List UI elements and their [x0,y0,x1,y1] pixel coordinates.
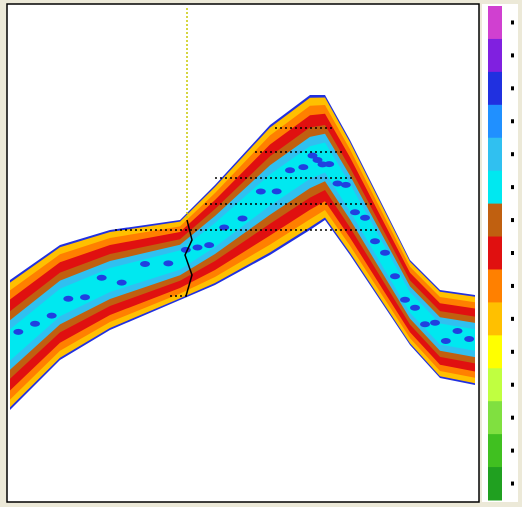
speckle [360,214,370,221]
band-layer [10,133,475,370]
speckle [285,167,295,174]
speckle [30,320,40,327]
colorbar-tick [511,382,514,387]
speckle [350,209,360,216]
colorbar-swatch [488,401,502,435]
speckle [324,161,335,168]
colorbar-tick [511,53,514,58]
colorbar-tick [511,86,514,91]
colorbar-swatch [488,71,502,106]
colorbar-tick [511,316,514,321]
colorbar-tick [511,152,514,157]
colorbar-swatch [488,38,502,73]
speckle [400,296,410,303]
colorbar-tick [511,251,514,255]
speckle [452,328,463,334]
speckle [332,180,343,187]
speckle [380,249,390,256]
colorbar-tick [511,349,514,354]
colorbar-tick [511,185,514,190]
speckle [219,224,230,231]
colorbar-swatch [488,269,502,303]
speckle [420,321,430,328]
colorbar-swatch [488,434,502,468]
speckle [440,338,451,344]
colorbar-swatch [488,368,502,402]
colorbar-swatch [488,6,502,40]
speckle [340,181,351,188]
colorbar-tick [511,119,514,124]
colorbar-tick [511,20,514,25]
speckle [255,188,266,195]
marker-curve [184,219,193,297]
speckle [271,188,282,195]
colorbar-swatch [488,467,502,501]
speckle [370,238,380,245]
colorbar-swatch [488,302,502,336]
speckle [163,260,174,267]
speckle [13,328,24,335]
speckle [237,215,248,222]
speckle [430,319,440,326]
speckle [464,336,475,342]
colorbar-tick [511,218,514,223]
colorbar-swatch [488,170,502,205]
speckle [298,164,309,171]
speckle [46,312,57,319]
speckle [80,294,90,301]
speckle [116,279,127,286]
speckle [96,274,107,281]
band-layer [10,113,475,391]
colorbar-tick [511,448,514,453]
band-layer [10,125,475,379]
colorbar-tick [511,481,514,486]
colorbar-swatch [488,236,502,270]
colorbar-swatch [488,104,502,139]
speckle [307,152,318,159]
speckle [140,261,150,267]
band-image [10,95,475,410]
colorbar [488,6,514,501]
overlay-lines [115,127,380,297]
speckle [390,273,400,280]
speckle [410,304,420,311]
speckle [312,157,323,163]
colorbar-swatch [488,203,502,238]
speckle [204,242,215,249]
speckle [63,295,74,302]
colorbar-swatch [488,335,502,369]
speckle [192,244,203,251]
colorbar-tick [511,415,514,420]
colorbar-swatch [488,137,502,172]
colorbar-tick [511,283,514,288]
